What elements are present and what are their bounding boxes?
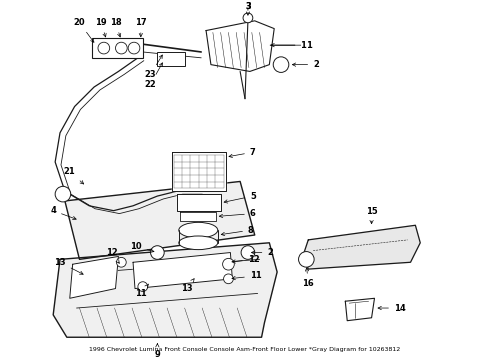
- Circle shape: [243, 13, 253, 23]
- Text: 8: 8: [221, 226, 254, 236]
- Text: 23: 23: [145, 55, 162, 79]
- Text: 19: 19: [95, 18, 107, 37]
- Text: 14: 14: [378, 303, 406, 312]
- Text: 3: 3: [245, 2, 251, 15]
- Circle shape: [241, 246, 255, 259]
- Text: 2: 2: [251, 248, 273, 257]
- Polygon shape: [53, 243, 277, 337]
- Polygon shape: [345, 298, 374, 321]
- FancyBboxPatch shape: [92, 39, 143, 58]
- Circle shape: [223, 274, 233, 284]
- Text: 1: 1: [271, 41, 312, 50]
- Text: 11: 11: [232, 271, 262, 280]
- Text: 20: 20: [74, 18, 94, 42]
- Text: 18: 18: [110, 18, 122, 37]
- Circle shape: [55, 186, 71, 202]
- Text: 13: 13: [54, 258, 83, 274]
- Circle shape: [117, 257, 126, 267]
- Text: 6: 6: [220, 209, 256, 218]
- Text: 17: 17: [135, 18, 147, 37]
- Text: 5: 5: [224, 192, 256, 203]
- Polygon shape: [133, 252, 232, 289]
- Polygon shape: [206, 21, 274, 71]
- Polygon shape: [65, 181, 255, 259]
- Polygon shape: [177, 194, 220, 211]
- Text: 13: 13: [181, 279, 194, 293]
- Text: 2: 2: [293, 60, 319, 69]
- Text: 22: 22: [145, 63, 163, 89]
- Text: 4: 4: [50, 206, 76, 220]
- Circle shape: [150, 246, 164, 259]
- Text: 11: 11: [135, 284, 148, 298]
- Circle shape: [116, 42, 127, 54]
- Polygon shape: [180, 212, 216, 221]
- Text: 1996 Chevrolet Lumina Front Console Console Asm-Front Floor Lower *Gray Diagram : 1996 Chevrolet Lumina Front Console Cons…: [89, 347, 401, 352]
- Text: 12: 12: [232, 255, 260, 264]
- Text: 21: 21: [64, 167, 84, 184]
- Bar: [157, 52, 185, 66]
- Ellipse shape: [179, 222, 218, 238]
- Circle shape: [273, 57, 289, 72]
- Text: 10: 10: [130, 242, 154, 252]
- Text: 1: 1: [270, 41, 306, 50]
- Text: 3: 3: [245, 2, 251, 11]
- Circle shape: [222, 258, 234, 270]
- Circle shape: [98, 42, 110, 54]
- Text: 9: 9: [154, 344, 160, 359]
- Polygon shape: [303, 225, 420, 269]
- Circle shape: [128, 42, 140, 54]
- Text: 15: 15: [366, 207, 377, 224]
- Text: 12: 12: [106, 248, 119, 263]
- Circle shape: [298, 252, 314, 267]
- Text: 16: 16: [302, 268, 314, 288]
- Circle shape: [138, 282, 147, 292]
- Text: 7: 7: [229, 148, 256, 158]
- Ellipse shape: [179, 236, 218, 249]
- Polygon shape: [172, 152, 225, 191]
- Polygon shape: [70, 256, 119, 298]
